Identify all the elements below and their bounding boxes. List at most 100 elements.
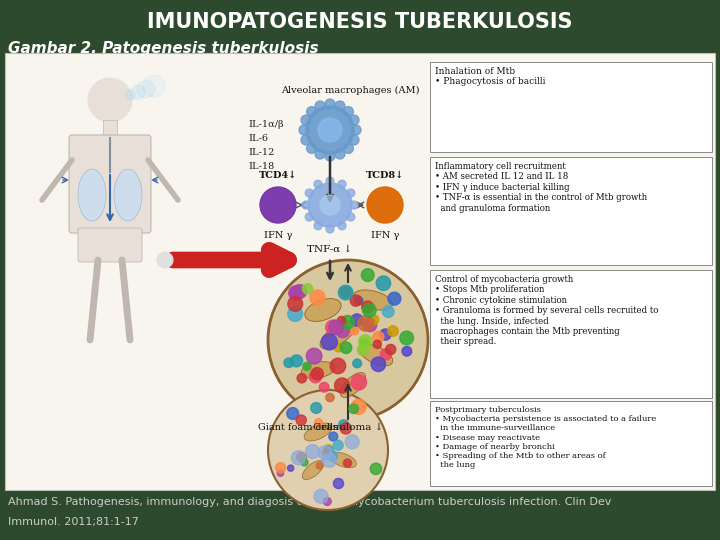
Circle shape [289, 287, 302, 298]
Circle shape [301, 115, 311, 125]
Circle shape [306, 348, 322, 364]
Ellipse shape [78, 169, 106, 221]
Circle shape [305, 213, 313, 221]
Circle shape [349, 115, 359, 125]
Circle shape [373, 332, 384, 342]
Ellipse shape [330, 452, 356, 468]
Circle shape [325, 151, 335, 161]
Circle shape [292, 451, 305, 465]
Ellipse shape [301, 362, 335, 379]
Circle shape [329, 320, 343, 334]
Circle shape [386, 345, 396, 355]
Circle shape [338, 285, 353, 300]
Circle shape [358, 315, 374, 331]
Circle shape [350, 201, 358, 209]
Circle shape [305, 444, 320, 458]
Circle shape [380, 349, 392, 360]
Circle shape [323, 448, 330, 454]
Circle shape [268, 390, 388, 510]
Circle shape [291, 355, 302, 367]
Circle shape [310, 370, 322, 383]
Circle shape [350, 327, 359, 335]
Circle shape [305, 189, 313, 197]
Circle shape [318, 118, 342, 142]
Circle shape [302, 284, 312, 294]
Bar [430, 401, 712, 486]
Circle shape [301, 135, 311, 145]
Circle shape [327, 451, 338, 461]
Circle shape [315, 149, 325, 159]
Circle shape [326, 225, 334, 233]
Circle shape [351, 399, 366, 414]
Text: Giant foam cells: Giant foam cells [258, 423, 338, 432]
Bar [430, 157, 712, 265]
Circle shape [343, 144, 354, 153]
Circle shape [373, 340, 382, 348]
Circle shape [293, 285, 307, 299]
Circle shape [369, 315, 379, 325]
Circle shape [314, 222, 322, 230]
Circle shape [347, 189, 355, 197]
Circle shape [297, 374, 307, 383]
Text: IFN γ: IFN γ [371, 231, 399, 240]
Circle shape [276, 463, 286, 472]
Circle shape [315, 101, 325, 111]
Circle shape [324, 444, 333, 454]
Circle shape [351, 375, 366, 390]
Circle shape [363, 303, 376, 317]
Circle shape [311, 368, 323, 380]
Circle shape [333, 440, 343, 450]
Circle shape [329, 432, 338, 441]
Circle shape [400, 331, 413, 345]
Circle shape [137, 80, 155, 98]
Circle shape [333, 478, 343, 489]
Circle shape [301, 459, 308, 466]
Circle shape [354, 296, 363, 305]
Circle shape [325, 320, 341, 335]
Circle shape [364, 318, 377, 332]
Circle shape [343, 106, 354, 117]
Circle shape [320, 195, 340, 215]
Circle shape [377, 276, 391, 291]
Ellipse shape [304, 423, 332, 441]
Text: Immunol. 2011;81:1-17: Immunol. 2011;81:1-17 [8, 517, 139, 527]
Circle shape [326, 177, 334, 185]
Text: IMUNOPATOGENESIS TUBERKULOSIS: IMUNOPATOGENESIS TUBERKULOSIS [148, 12, 572, 32]
Circle shape [338, 222, 346, 230]
Circle shape [287, 465, 294, 471]
Circle shape [325, 446, 334, 456]
Circle shape [260, 187, 296, 223]
Circle shape [311, 402, 322, 413]
Circle shape [284, 358, 294, 368]
Circle shape [307, 106, 317, 117]
Circle shape [348, 404, 359, 414]
Ellipse shape [320, 321, 356, 349]
Ellipse shape [302, 461, 324, 480]
Circle shape [361, 269, 374, 281]
Circle shape [288, 296, 302, 312]
Circle shape [338, 316, 346, 325]
Text: IL-18: IL-18 [248, 162, 274, 171]
Circle shape [347, 213, 355, 221]
Circle shape [322, 450, 328, 456]
Circle shape [314, 180, 322, 188]
Circle shape [306, 106, 354, 154]
Text: TCD4↓: TCD4↓ [259, 171, 297, 180]
Bar [430, 62, 712, 152]
Circle shape [340, 287, 351, 298]
Circle shape [302, 201, 310, 209]
Circle shape [335, 149, 345, 159]
Text: Postprimary tuberculosis
• Mycobacteria persistence is associated to a failure
 : Postprimary tuberculosis • Mycobacteria … [435, 406, 656, 469]
Circle shape [277, 470, 284, 476]
Text: IL-1α/β: IL-1α/β [248, 120, 284, 129]
Text: Gambar 2. Patogenesis tuberkulosis: Gambar 2. Patogenesis tuberkulosis [8, 40, 319, 56]
Circle shape [367, 187, 403, 223]
Circle shape [351, 314, 363, 326]
Circle shape [338, 420, 348, 430]
Bar [103, 120, 117, 138]
Circle shape [338, 180, 346, 188]
Circle shape [308, 183, 352, 227]
Bar [5, 53, 715, 490]
Circle shape [359, 335, 372, 348]
FancyBboxPatch shape [69, 135, 151, 233]
